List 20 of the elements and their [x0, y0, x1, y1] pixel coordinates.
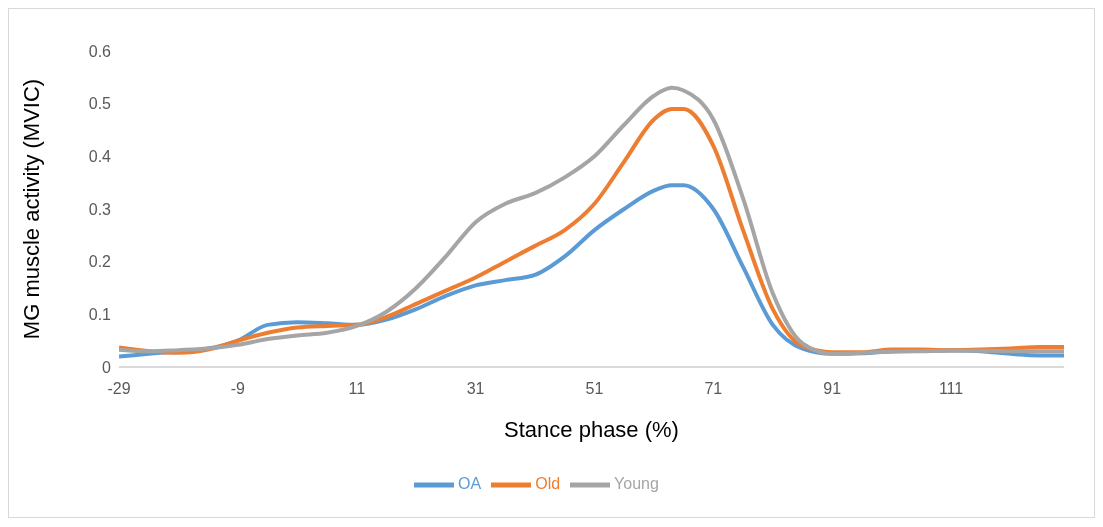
- y-tick-label: 0.5: [88, 95, 112, 113]
- y-tick-label: 0.1: [88, 306, 112, 324]
- x-tick-label: 31: [466, 380, 485, 398]
- y-tick-label: 0.2: [88, 253, 112, 271]
- x-tick-label: 111: [938, 380, 964, 398]
- x-tick-label: 91: [823, 380, 842, 398]
- legend-label: Young: [614, 475, 659, 493]
- x-tick-label: -29: [107, 380, 131, 398]
- y-tick-label: 0.3: [88, 200, 112, 218]
- legend-label: Old: [535, 475, 561, 493]
- legend-label: OA: [458, 475, 482, 493]
- x-axis-title: Stance phase (%): [504, 417, 679, 442]
- x-tick-label: 11: [348, 380, 366, 398]
- x-tick-label: 71: [704, 380, 723, 398]
- y-tick-label: 0: [102, 358, 112, 376]
- y-axis-title: MG muscle activity (MVIC): [18, 78, 44, 340]
- x-tick-label: -9: [230, 380, 246, 398]
- y-tick-label: 0.4: [88, 148, 112, 166]
- y-tick-label: 0.6: [88, 42, 112, 60]
- x-tick-label: 51: [585, 380, 604, 398]
